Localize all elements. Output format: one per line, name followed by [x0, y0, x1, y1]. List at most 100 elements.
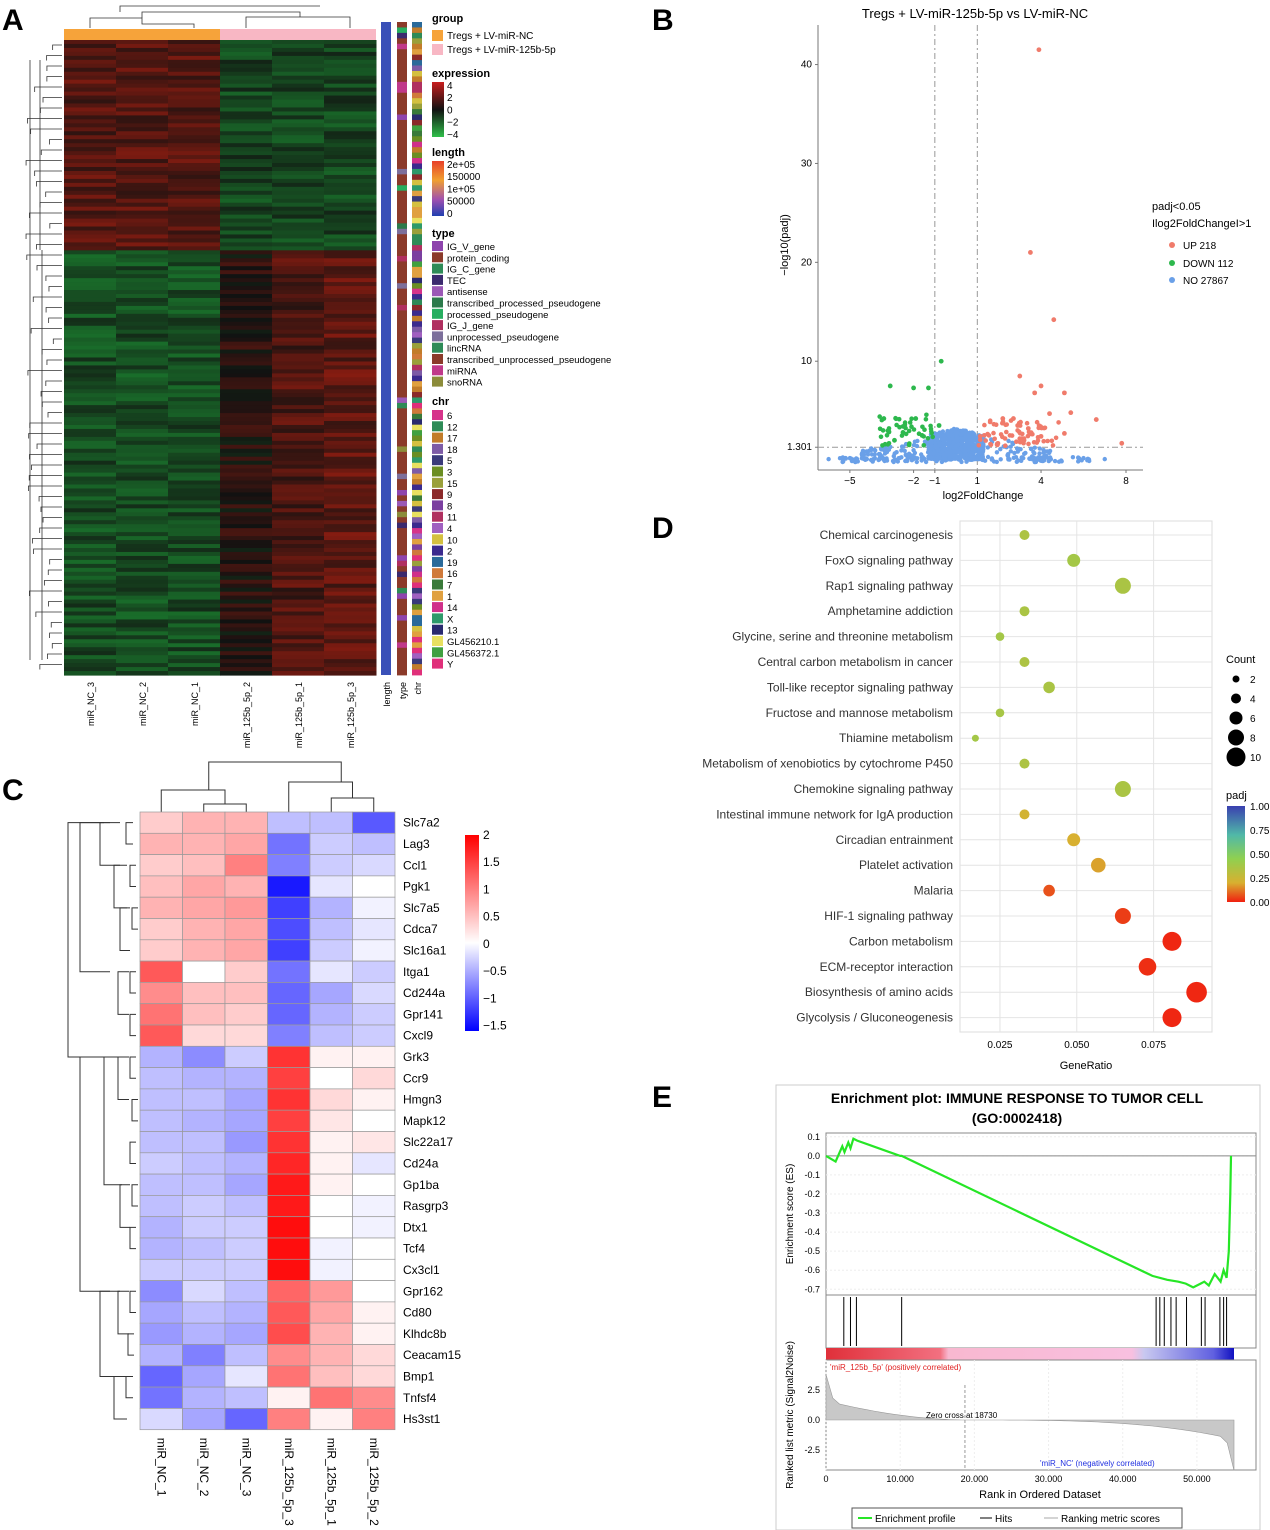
type-annotation-segment [397, 288, 407, 295]
chr-annotation-segment [412, 174, 422, 181]
heatmap-cell [168, 496, 221, 501]
heatmap-cell [272, 278, 325, 283]
heatmap-cell [116, 218, 169, 224]
chr-swatch [432, 534, 443, 545]
heatmap-cell [272, 258, 325, 263]
dendro-branch [119, 5, 320, 12]
heatmap-cell [168, 583, 221, 589]
heatmap-c-cell [224, 1067, 268, 1090]
volcano-point-no [1070, 454, 1076, 460]
heatmap-cell [64, 496, 117, 501]
volcano-point-down [926, 385, 931, 391]
heatmap-cell [324, 472, 377, 478]
volcano-point-no [864, 456, 870, 462]
heatmap-cell [168, 373, 221, 378]
heatmap-c-cell [182, 1280, 226, 1303]
heatmap-cell [220, 333, 273, 339]
heatmap-cell [116, 456, 169, 462]
type-annotation-segment [397, 76, 407, 83]
heatmap-cell [168, 111, 221, 117]
dendro-branch [38, 496, 62, 502]
heatmap-cell [116, 595, 169, 601]
heatmap-cell [220, 341, 273, 347]
volcano-point-down [923, 417, 929, 422]
volcano-point-no [1012, 450, 1017, 456]
legend-group-swatch-nc [432, 30, 443, 41]
heatmap-cell [116, 393, 169, 398]
heatmap-cell [272, 47, 325, 53]
heatmap-cell [64, 385, 117, 390]
heatmap-cell [116, 198, 169, 204]
dotplot-dot [1043, 681, 1055, 694]
heatmap-cell [220, 270, 273, 275]
heatmap-cell [168, 421, 221, 426]
heatmap-cell [64, 405, 117, 410]
heatmap-cell [220, 472, 273, 478]
heatmap-cell [64, 611, 117, 617]
heatmap-cell [64, 619, 117, 625]
volcano-point-no [1021, 451, 1027, 456]
type-annotation-segment [397, 598, 407, 605]
heatmap-cell [168, 508, 221, 513]
heatmap-cell [116, 365, 169, 371]
heatmap-cell [64, 532, 117, 537]
heatmap-cell [168, 294, 221, 299]
heatmap-c-colorbar-ticks: 21.510.50−0.5−1−1.5 [483, 828, 507, 1033]
chr-item: 15 [447, 479, 458, 490]
heatmap-cell [116, 492, 169, 498]
heatmap-cell [116, 436, 169, 442]
heatmap-cell [168, 242, 221, 247]
heatmap-c-cell [182, 1131, 226, 1154]
heatmap-cell [324, 571, 377, 577]
volcano-points [826, 47, 1125, 465]
panel-d-dotplot: 0.025 0.050 0.075 Chemical carcinogenesisF… [702, 520, 1270, 1072]
heatmap-cell [168, 51, 221, 57]
heatmap-cell [220, 496, 273, 501]
sample-label-c: miR_NC_2 [197, 1438, 211, 1497]
type-annotation-segment [397, 185, 407, 192]
type-annotation-segment [397, 234, 407, 241]
heatmap-cell [116, 484, 169, 490]
type-annotation-segment [397, 87, 407, 94]
heatmap-cell [64, 83, 117, 89]
heatmap-cell [64, 341, 117, 347]
heatmap-cell [168, 345, 221, 351]
dendro-branch [208, 761, 342, 790]
chr-swatch [432, 477, 443, 488]
heatmap-cell [168, 278, 221, 283]
volcano-point-no [957, 455, 962, 460]
chr-item: 11 [447, 513, 457, 524]
heatmap-cell [168, 655, 221, 660]
heatmap-cell [220, 155, 273, 160]
gsea-pos-label: 'miR_125b_5p' (positively correlated) [830, 1363, 961, 1372]
gene-label: Grk3 [403, 1050, 429, 1064]
length-tick: 1e+05 [447, 184, 476, 195]
heatmap-cell [324, 468, 377, 474]
heatmap-cell [116, 258, 169, 263]
heatmap-cell [324, 43, 377, 49]
heatmap-c-cell [267, 1301, 311, 1324]
gene-label: Klhdc8b [403, 1327, 447, 1341]
heatmap-cell [168, 95, 221, 101]
heatmap-cell [272, 627, 325, 632]
type-annotation-segment [397, 664, 407, 670]
heatmap-cell [272, 393, 325, 398]
heatmap-c-cell [309, 1088, 353, 1111]
type-annotation-segment [397, 223, 407, 230]
chr-annotation-segment [412, 479, 422, 485]
gene-label: Ccl1 [403, 858, 427, 872]
heatmap-cell [324, 555, 377, 561]
heatmap-cell [324, 51, 377, 57]
gsea-neg-label: 'miR_NC' (negatively correlated) [1040, 1459, 1155, 1468]
heatmap-cell [272, 639, 325, 644]
heatmap-cell [272, 603, 325, 609]
type-annotation-segment [397, 593, 407, 600]
chr-annotation-segment [412, 321, 422, 328]
heatmap-cell [220, 623, 273, 628]
chr-swatch [432, 443, 443, 454]
heatmap-cell [220, 393, 273, 398]
dendro-branch [48, 317, 62, 323]
gene-label: Mapk12 [403, 1114, 446, 1128]
heatmap-cell [324, 655, 377, 660]
dendro-branch [40, 107, 62, 113]
